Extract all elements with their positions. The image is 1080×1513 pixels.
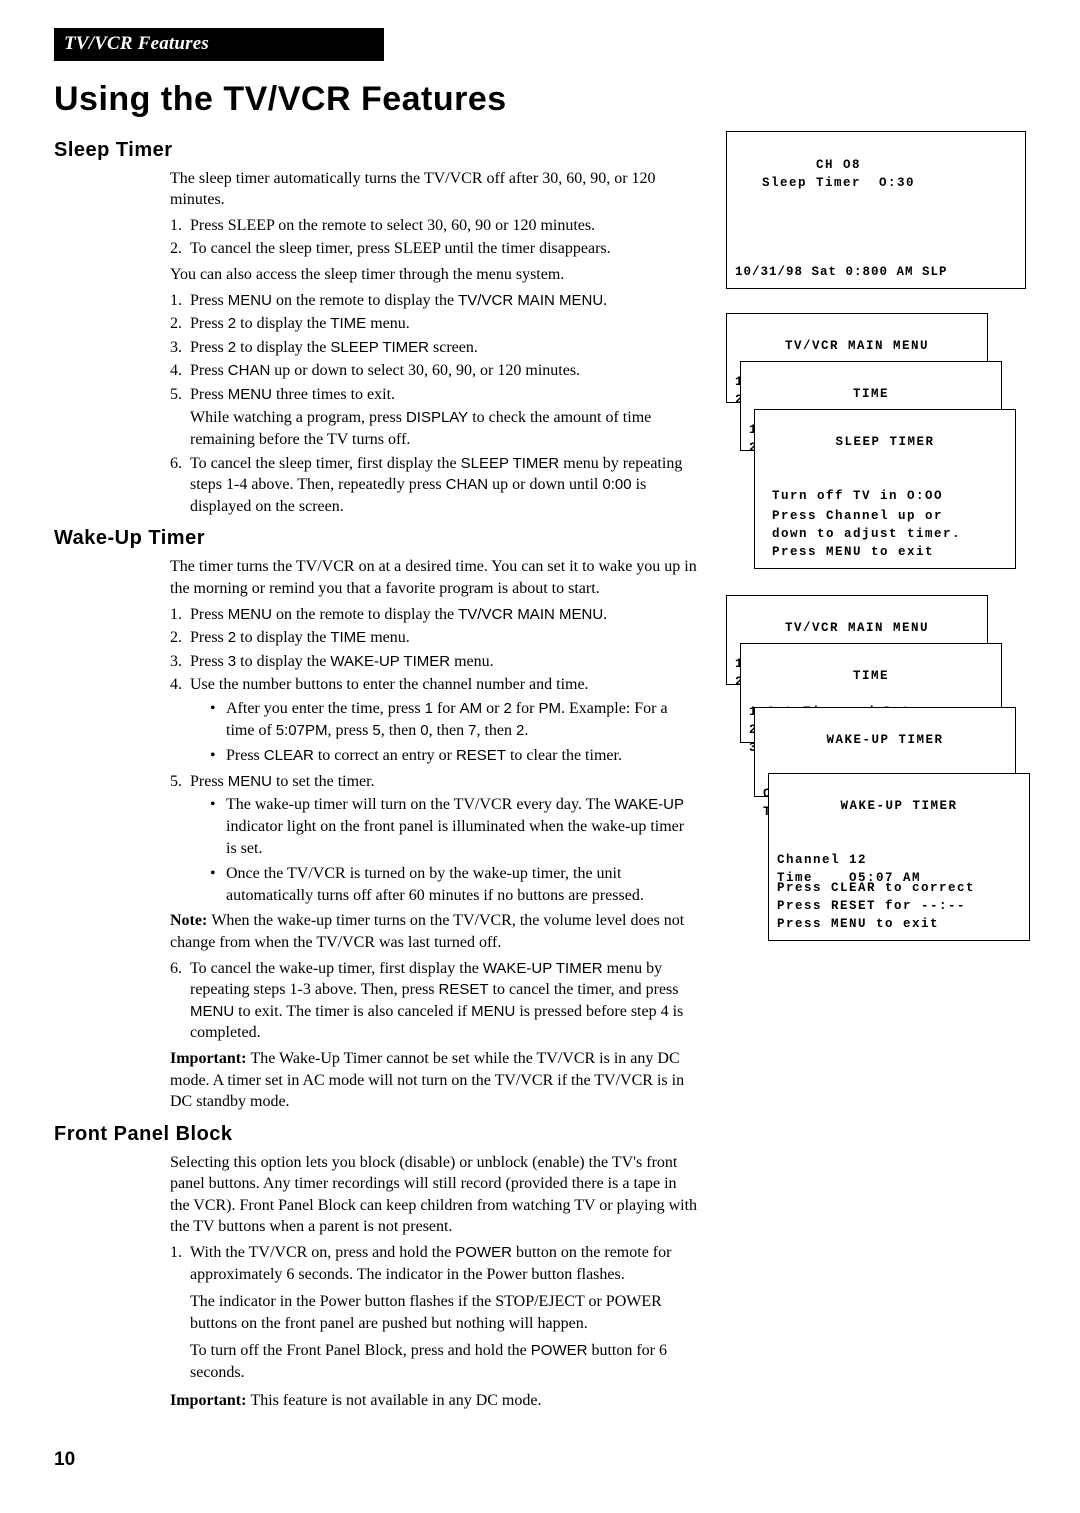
wake-4-b1: After you enter the time, press 1 for AM… [210,698,698,741]
wake-2: Press 2 to display the TIME menu. [170,627,698,649]
sleep-b5: Press MENU three times to exit. While wa… [170,384,698,451]
wake-important: Important: The Wake-Up Timer cannot be s… [170,1048,698,1113]
wake-4: Use the number buttons to enter the chan… [170,674,698,766]
wake-6: To cancel the wake-up timer, first displ… [170,958,698,1044]
osd-sleep-display: CH O8 Sleep Timer O:30 10/31/98 Sat 0:80… [726,131,1026,289]
osd-column: CH O8 Sleep Timer O:30 10/31/98 Sat 0:80… [726,129,1026,1473]
sleep-b4: Press CHAN up or down to select 30, 60, … [170,360,698,382]
osd-sleep-menu-stack: TV/VCR MAIN MENU 1 Screen 2 Time TIME 1 … [726,313,1026,571]
fpb-important: Important: This feature is not available… [170,1390,698,1412]
sleep-b6: To cancel the sleep timer, first display… [170,453,698,518]
section-wake-title: Wake-Up Timer [54,525,698,552]
page-title: Using the TV/VCR Features [54,77,1026,123]
header-bar: TV/VCR Features [54,28,384,61]
wake-5: Press MENU to set the timer. The wake-up… [170,771,698,907]
sleep-intro: The sleep timer automatically turns the … [170,168,698,211]
fpb-1: With the TV/VCR on, press and hold the P… [170,1242,698,1384]
wake-3: Press 3 to display the WAKE-UP TIMER men… [170,651,698,673]
section-sleep-title: Sleep Timer [54,137,698,164]
wake-intro: The timer turns the TV/VCR on at a desir… [170,556,698,599]
sleep-b2: Press 2 to display the TIME menu. [170,313,698,335]
sleep-b3: Press 2 to display the SLEEP TIMER scree… [170,337,698,359]
osd-wake-menu-stack: TV/VCR MAIN MENU 1 Screen 2 Time TIME 1 … [726,595,1026,955]
fpb-intro: Selecting this option lets you block (di… [170,1152,698,1238]
page-number: 10 [54,1447,698,1473]
wake-4-b2: Press CLEAR to correct an entry or RESET… [210,745,698,767]
sleep-step-a1: Press SLEEP on the remote to select 30, … [170,215,698,237]
section-fpb-title: Front Panel Block [54,1121,698,1148]
wake-1: Press MENU on the remote to display the … [170,604,698,626]
wake-5-b1: The wake-up timer will turn on the TV/VC… [210,794,698,859]
wake-note: Note: When the wake-up timer turns on th… [170,910,698,953]
wake-5-b2: Once the TV/VCR is turned on by the wake… [210,863,698,906]
main-content: Sleep Timer The sleep timer automaticall… [54,129,698,1473]
sleep-b1: Press MENU on the remote to display the … [170,290,698,312]
sleep-step-a2: To cancel the sleep timer, press SLEEP u… [170,238,698,260]
sleep-also: You can also access the sleep timer thro… [170,264,698,286]
